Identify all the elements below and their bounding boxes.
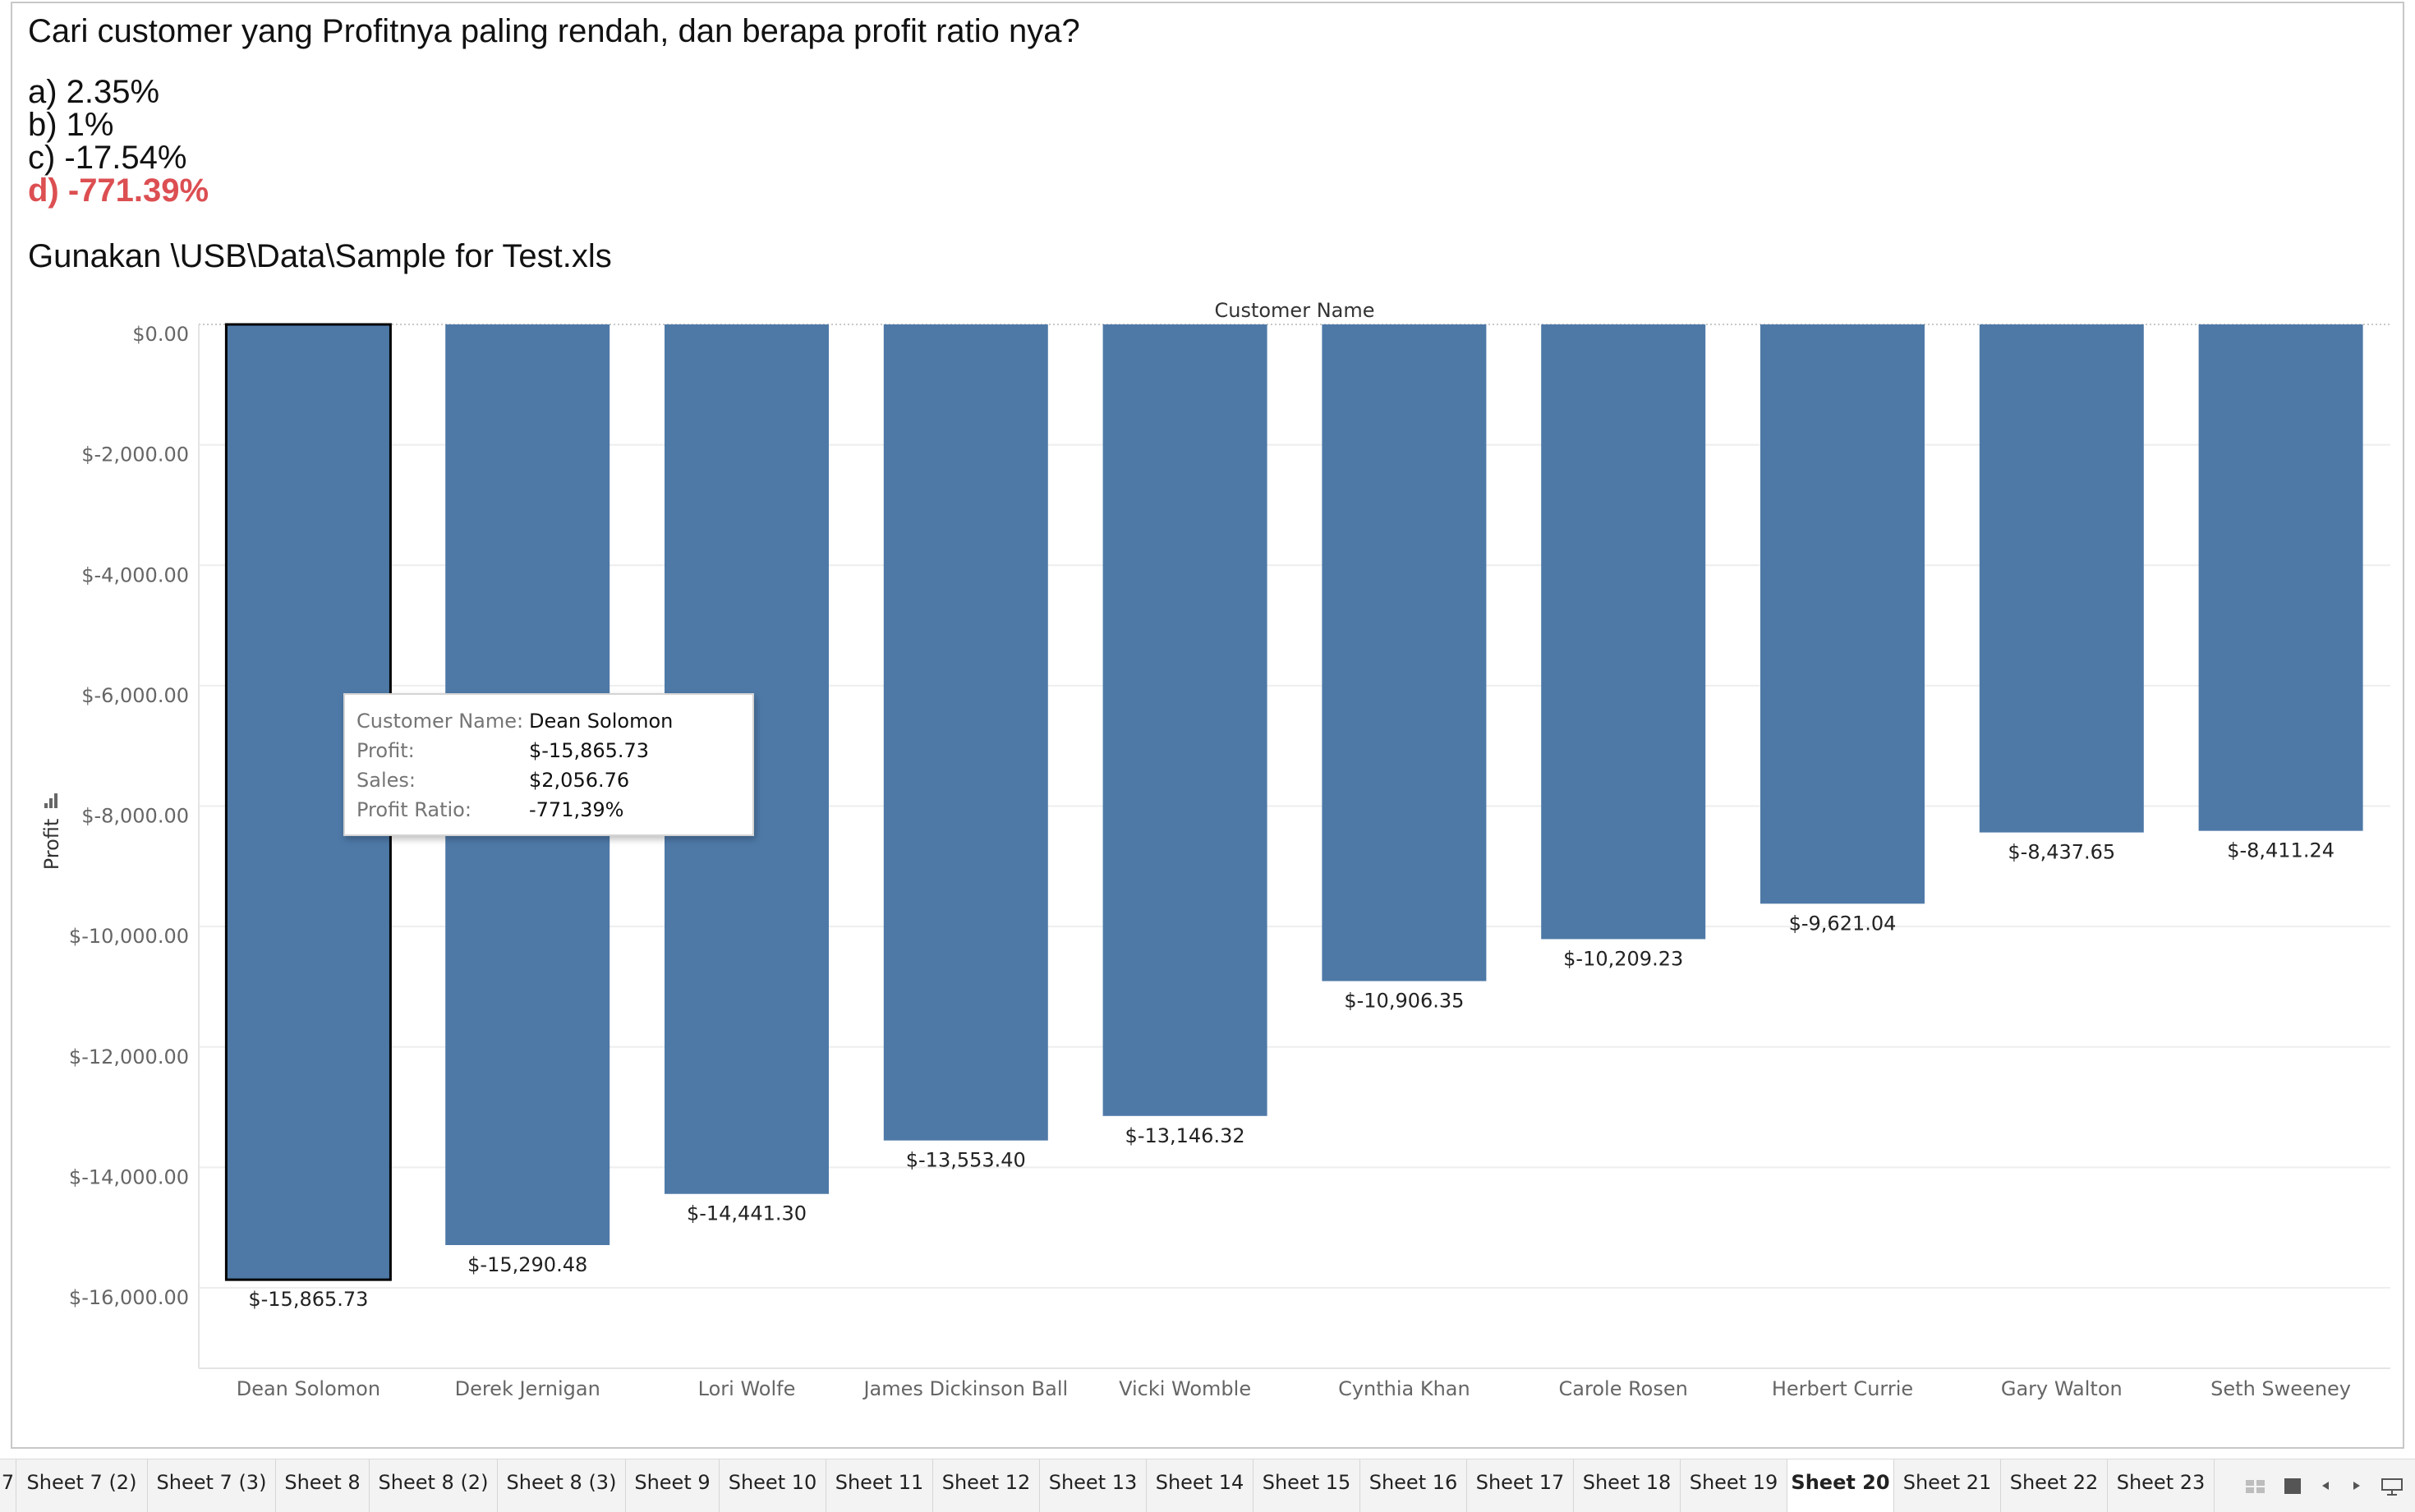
sheet-tab[interactable]: Sheet 7 (2): [16, 1459, 148, 1512]
option-d-correct: d) -771.39%: [28, 172, 209, 209]
x-category-label: Carole Rosen: [1559, 1377, 1688, 1400]
grid-icon[interactable]: [2283, 1477, 2302, 1499]
tooltip-value: $-15,865.73: [529, 739, 650, 762]
bar-value-label: $-15,290.48: [467, 1253, 587, 1276]
sheet-tab-bar: 7 Sheet 7 (2) Sheet 7 (3) Sheet 8 Sheet 8 (2…: [0, 1459, 2415, 1512]
bar[interactable]: [883, 324, 1048, 1141]
bar[interactable]: [1541, 324, 1706, 940]
sheet-tab[interactable]: Sheet 9: [626, 1459, 720, 1512]
sheet-tab[interactable]: Sheet 18: [1574, 1459, 1681, 1512]
x-category-label: James Dickinson Ball: [862, 1377, 1068, 1400]
presentation-icon[interactable]: [2380, 1477, 2404, 1501]
bar-value-label: $-13,553.40: [906, 1149, 1026, 1172]
tooltip-value: $2,056.76: [529, 769, 630, 792]
sheet-tab[interactable]: Sheet 20: [1787, 1459, 1894, 1512]
sheet-tab[interactable]: Sheet 12: [933, 1459, 1040, 1512]
option-c: c) -17.54%: [28, 140, 187, 176]
y-tick-label: $0.00: [132, 323, 189, 346]
tooltip-row-sales: Sales: $2,056.76: [356, 765, 752, 795]
bar[interactable]: [1322, 324, 1487, 981]
tooltip-key: Sales:: [356, 769, 416, 792]
bar-value-label: $-8,411.24: [2227, 839, 2334, 862]
bar-value-label: $-15,865.73: [248, 1288, 368, 1311]
option-a: a) 2.35%: [28, 74, 160, 110]
bar[interactable]: [1102, 324, 1267, 1116]
y-axis-title: Profit: [40, 819, 63, 871]
sheet-tab[interactable]: Sheet 17: [1467, 1459, 1574, 1512]
sheet-tab[interactable]: Sheet 8 (2): [370, 1459, 498, 1512]
tooltip-key: Customer Name:: [356, 710, 524, 733]
y-axis-sort-icon[interactable]: [44, 803, 48, 808]
bar-value-label: $-13,146.32: [1125, 1124, 1245, 1147]
x-category-label: Vicki Womble: [1119, 1377, 1251, 1400]
x-category-label: Derek Jernigan: [455, 1377, 600, 1400]
sheet-tab[interactable]: Sheet 14: [1147, 1459, 1254, 1512]
column-header: Customer Name: [1214, 299, 1374, 322]
sheet-tab[interactable]: 7: [0, 1459, 16, 1512]
x-category-label: Cynthia Khan: [1338, 1377, 1470, 1400]
sheet-tab[interactable]: Sheet 19: [1681, 1459, 1787, 1512]
option-b: b) 1%: [28, 107, 114, 143]
y-tick-label: $-2,000.00: [81, 443, 189, 466]
tooltip-row-profit-ratio: Profit Ratio: -771,39%: [356, 795, 752, 825]
bar[interactable]: [2198, 324, 2363, 831]
profit-bar-chart: $0.00 $-2,000.00 $-4,000.00 $-6,000.00 $-8,0…: [40, 299, 2390, 1400]
filmstrip-icon[interactable]: [2245, 1477, 2266, 1499]
tooltip-key: Profit:: [356, 739, 415, 762]
sheet-tab[interactable]: Sheet 8: [276, 1459, 370, 1512]
y-axis-sort-icon[interactable]: [49, 798, 53, 808]
sheet-tab[interactable]: Sheet 16: [1360, 1459, 1467, 1512]
x-category-label: Gary Walton: [2001, 1377, 2123, 1400]
tooltip-value: Dean Solomon: [529, 710, 674, 733]
bar-value-label: $-10,209.23: [1563, 947, 1683, 970]
prev-arrow-icon[interactable]: [2320, 1477, 2331, 1499]
y-tick-label: $-10,000.00: [69, 925, 189, 948]
question-title: Cari customer yang Profitnya paling rend…: [28, 13, 1080, 49]
x-category-label: Seth Sweeney: [2210, 1377, 2351, 1400]
y-tick-label: $-12,000.00: [69, 1046, 189, 1069]
tooltip-row-customer: Customer Name: Dean Solomon: [356, 706, 752, 736]
sheet-tab[interactable]: Sheet 13: [1040, 1459, 1147, 1512]
next-arrow-icon[interactable]: [2351, 1477, 2362, 1499]
sheet-tab[interactable]: Sheet 23: [2108, 1459, 2215, 1512]
sheet-tab[interactable]: Sheet 15: [1254, 1459, 1360, 1512]
bar-value-label: $-8,437.65: [2008, 841, 2115, 864]
sheet-tab[interactable]: Sheet 11: [826, 1459, 933, 1512]
data-source-instruction: Gunakan \USB\Data\Sample for Test.xls: [28, 238, 612, 274]
bar-value-label: $-9,621.04: [1789, 912, 1897, 935]
bar-value-label: $-14,441.30: [687, 1202, 807, 1225]
bar[interactable]: [1760, 324, 1925, 904]
tooltip-value: -771,39%: [529, 798, 624, 821]
sheet-tab[interactable]: Sheet 22: [2001, 1459, 2108, 1512]
sheet-tab[interactable]: Sheet 8 (3): [498, 1459, 626, 1512]
bar-value-label: $-10,906.35: [1344, 990, 1464, 1013]
sheet-tab[interactable]: Sheet 21: [1894, 1459, 2001, 1512]
x-category-label: Lori Wolfe: [698, 1377, 796, 1400]
y-tick-label: $-16,000.00: [69, 1286, 189, 1309]
y-axis-sort-icon[interactable]: [54, 793, 58, 808]
sheet-tab[interactable]: Sheet 7 (3): [148, 1459, 276, 1512]
tooltip-row-profit: Profit: $-15,865.73: [356, 736, 752, 765]
y-tick-label: $-14,000.00: [69, 1165, 189, 1188]
y-tick-label: $-8,000.00: [81, 805, 189, 828]
sheet-tab[interactable]: Sheet 10: [720, 1459, 826, 1512]
bar[interactable]: [1979, 324, 2144, 833]
tooltip-key: Profit Ratio:: [356, 798, 472, 821]
tooltip: Customer Name: Dean Solomon Profit: $-15…: [343, 693, 754, 836]
x-category-label: Dean Solomon: [237, 1377, 380, 1400]
y-tick-label: $-4,000.00: [81, 563, 189, 586]
y-tick-label: $-6,000.00: [81, 684, 189, 707]
x-category-label: Herbert Currie: [1772, 1377, 1913, 1400]
